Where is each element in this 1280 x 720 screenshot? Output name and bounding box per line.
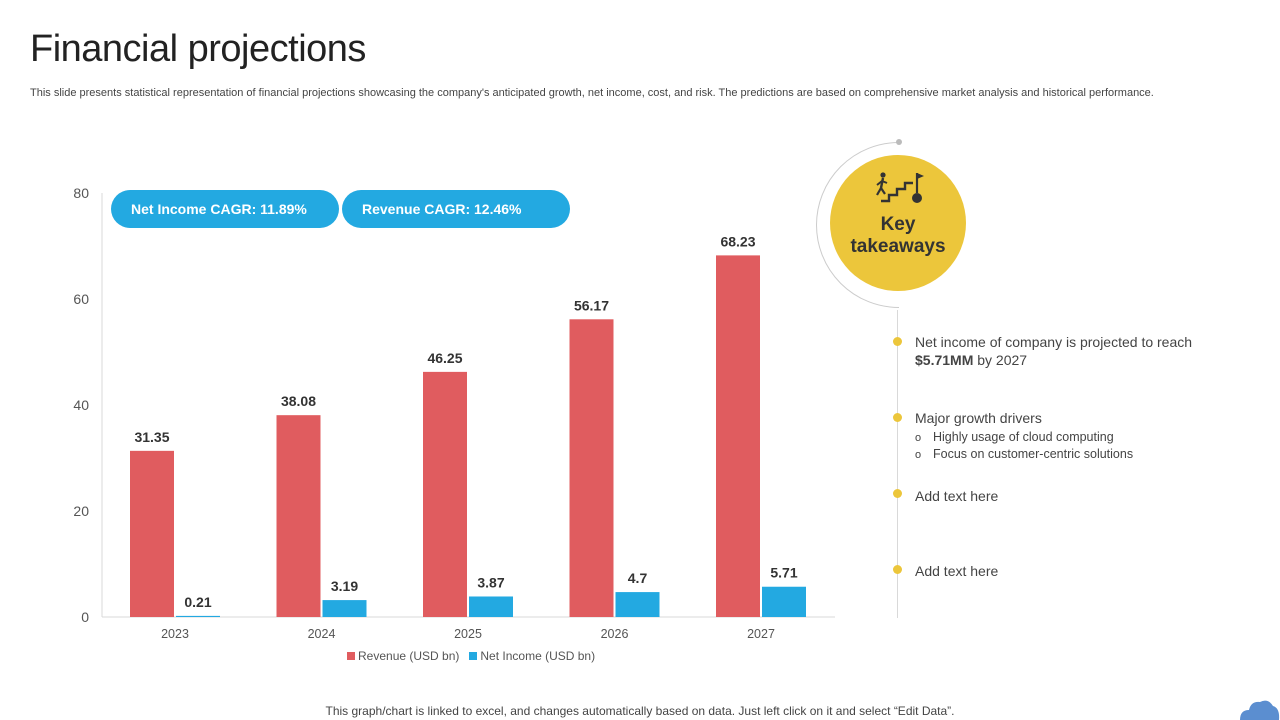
net-income-bar [176,615,220,617]
net-income-data-label: 4.7 [628,570,648,586]
revenue-bar [716,255,760,618]
revenue-bar [569,319,614,617]
takeaway-point-1-suffix: by 2027 [973,352,1028,368]
takeaway-point-2-text: Major growth drivers [915,410,1042,426]
takeaway-point-1-amount: $5.71MM [915,352,974,368]
y-tick-label: 60 [73,291,89,307]
revenue-bar [423,371,467,617]
legend-swatch-revenue [347,652,355,660]
net-income-data-label: 3.19 [331,578,358,594]
revenue-data-label: 38.08 [281,393,316,409]
net-income-bar [322,600,367,617]
key-takeaways-title: Key takeaways [850,214,946,257]
takeaway-point-4: Add text here [915,563,999,579]
takeaway-point-2: Major growth drivers Highly usage of clo… [915,409,1235,463]
revenue-bar [130,450,174,617]
net-income-data-label: 3.87 [477,574,504,590]
legend-item-net-income: Net Income (USD bn) [469,649,595,663]
takeaway-bullet-4 [893,565,902,574]
net-income-cagr-badge: Net Income CAGR: 11.89% [111,190,339,228]
revenue-bar [276,415,321,617]
growth-driver-item: Highly usage of cloud computing [915,429,1235,446]
net-income-data-label: 0.21 [184,594,211,610]
revenue-data-label: 31.35 [134,429,169,445]
x-tick-label: 2027 [747,627,775,641]
net-income-bar [762,586,806,617]
revenue-data-label: 68.23 [720,233,755,249]
revenue-cagr-badge: Revenue CAGR: 12.46% [342,190,570,228]
page-subtitle: This slide presents statistical represen… [30,87,1154,99]
y-tick-label: 80 [73,185,89,201]
takeaway-bullet-2 [893,413,902,422]
legend-swatch-net-income [469,652,478,660]
y-tick-label: 0 [81,609,89,625]
footer-note: This graph/chart is linked to excel, and… [325,704,955,718]
x-tick-label: 2024 [308,627,336,641]
takeaway-point-1: Net income of company is projected to re… [915,333,1235,369]
cloud-icon [1240,700,1280,720]
key-takeaways-badge: Key takeaways [830,155,966,291]
timeline-line [897,310,898,618]
stairs-goal-icon [876,172,924,203]
chart-legend: Revenue (USD bn) Net Income (USD bn) [347,649,595,663]
x-tick-label: 2026 [601,627,629,641]
bar-chart[interactable]: 0 20 40 60 80 31.35 0.21 2023 38.08 3.19 2024 46.25… [0,0,900,700]
net-income-data-label: 5.71 [770,565,797,581]
x-tick-label: 2025 [454,627,482,641]
takeaway-bullet-1 [893,337,902,346]
takeaway-point-3: Add text here [915,488,999,504]
takeaway-point-1-text: Net income of company is projected to re… [915,334,1193,350]
growth-driver-item: Focus on customer-centric solutions [915,446,1235,463]
revenue-data-label: 56.17 [574,297,609,313]
x-tick-label: 2023 [161,627,189,641]
y-tick-label: 20 [73,503,89,519]
takeaway-bullet-3 [893,489,902,498]
revenue-data-label: 46.25 [427,350,462,366]
y-tick-label: 40 [73,397,89,413]
page-title: Financial projections [30,28,366,70]
net-income-bar [615,592,660,617]
legend-label-net-income: Net Income (USD bn) [480,649,596,663]
legend-label-revenue: Revenue (USD bn) [358,649,460,663]
growth-drivers-list: Highly usage of cloud computing Focus on… [915,429,1235,463]
arc-end-dot [896,139,902,145]
net-income-bar [469,596,513,617]
legend-item-revenue: Revenue (USD bn) [347,649,459,663]
